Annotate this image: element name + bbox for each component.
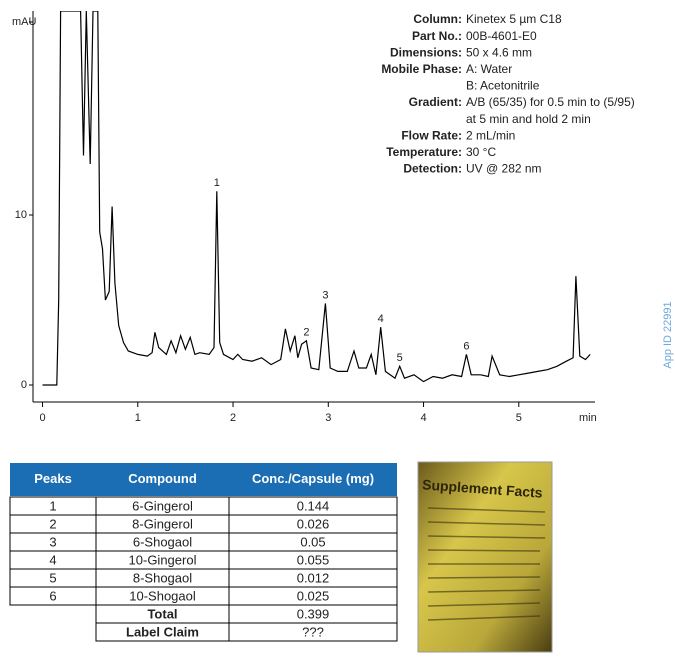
- trace: [42, 11, 591, 386]
- peak-label: 3: [322, 289, 328, 301]
- x-tick-label: 0: [39, 412, 45, 424]
- table-cell: [228, 622, 398, 642]
- x-tick-label: 4: [420, 412, 426, 424]
- x-tick-label: 3: [325, 412, 331, 424]
- table-cell-text: 0.055: [297, 552, 330, 567]
- photo-frame: [417, 461, 553, 653]
- peak-label: 2: [303, 327, 309, 339]
- condition-label: Part No.:: [412, 29, 462, 43]
- condition-value: 00B-4601-E0: [466, 29, 537, 43]
- table-header: Compound: [128, 471, 197, 486]
- x-tick-label: 2: [230, 412, 236, 424]
- table-header: Conc./Capsule (mg): [252, 471, 374, 486]
- table-cell-text: 1: [49, 498, 56, 513]
- condition-value: 30 °C: [466, 145, 496, 159]
- peak-label: 1: [214, 177, 220, 189]
- app-id: App ID 22991: [662, 301, 674, 368]
- table-cell-text: 0.026: [297, 516, 330, 531]
- peak-label: 4: [378, 313, 384, 325]
- table-cell-text: 6-Gingerol: [132, 498, 193, 513]
- x-tick-label: 1: [135, 412, 141, 424]
- table-cell-text: 10-Shogaol: [129, 588, 196, 603]
- condition-value: 50 x 4.6 mm: [466, 45, 532, 59]
- table-cell-text: 10-Gingerol: [129, 552, 197, 567]
- y-tick-label: 0: [21, 379, 27, 391]
- table-cell-text: 0.025: [297, 588, 330, 603]
- condition-value: 2 mL/min: [466, 128, 515, 142]
- table-cell-text: 8-Gingerol: [132, 516, 193, 531]
- condition-value: at 5 min and hold 2 min: [466, 112, 591, 126]
- photo: Supplement Facts: [417, 461, 553, 653]
- condition-label: Flow Rate:: [401, 128, 462, 142]
- condition-label: Gradient:: [409, 95, 462, 109]
- table-header: Peaks: [34, 471, 72, 486]
- plot: [42, 11, 591, 386]
- condition-label: Detection:: [403, 162, 462, 176]
- x-axis-label: min: [579, 412, 597, 424]
- table-cell-text: 6-Shogaol: [133, 534, 192, 549]
- x-tick-label: 5: [516, 412, 522, 424]
- condition-value: A: Water: [466, 62, 512, 76]
- condition-value: B: Acetonitrile: [466, 79, 540, 93]
- table-cell-text: Total: [147, 606, 177, 621]
- condition-label: Mobile Phase:: [381, 62, 462, 76]
- table-cell-text: 0.05: [300, 534, 325, 549]
- table-cell-text: 0.399: [297, 606, 330, 621]
- table-cell-text: 0.144: [297, 498, 330, 513]
- condition-value: A/B (65/35) for 0.5 min to (5/95): [466, 95, 635, 109]
- table-cell-text: 2: [49, 516, 56, 531]
- y-axis-label: mAU: [12, 16, 37, 28]
- table-cell-text: 8-Shogaol: [133, 570, 192, 585]
- table-cell-text: 0.012: [297, 570, 330, 585]
- y-tick-label: 10: [15, 209, 27, 221]
- peak-label: 6: [463, 340, 469, 352]
- table-cell-text: Label Claim: [126, 624, 199, 639]
- table-cell-text: ???: [302, 624, 324, 639]
- condition-label: Dimensions:: [390, 45, 462, 59]
- condition-value: UV @ 282 nm: [466, 162, 542, 176]
- table-cell-text: 5: [49, 570, 56, 585]
- table-cell-text: 6: [49, 588, 56, 603]
- table-cell-text: 3: [49, 534, 56, 549]
- table-cell-text: 4: [49, 552, 56, 567]
- table-header-bg: [10, 463, 397, 496]
- condition-label: Temperature:: [386, 145, 462, 159]
- condition-value: Kinetex 5 µm C18: [466, 12, 562, 26]
- peak-label: 5: [397, 352, 403, 364]
- condition-label: Column:: [413, 12, 462, 26]
